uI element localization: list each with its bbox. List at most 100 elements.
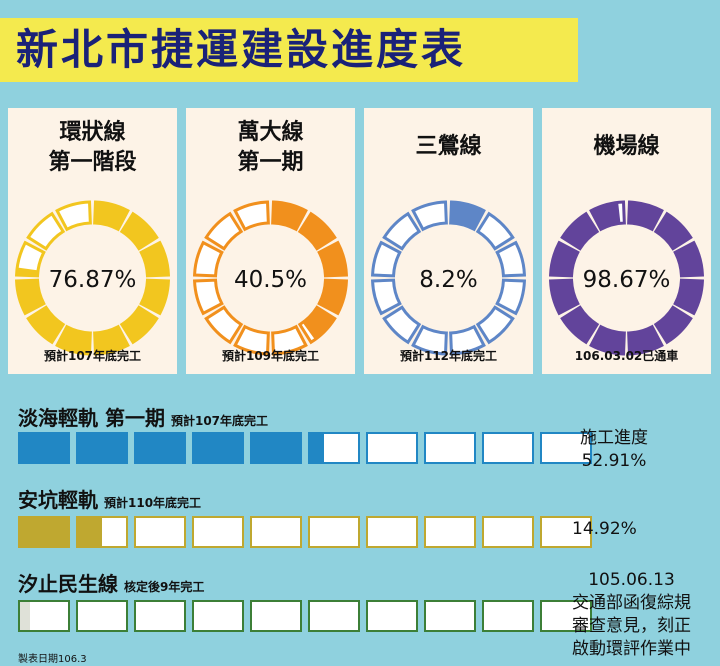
- donut-segment: [450, 202, 484, 230]
- donut-segment: [550, 280, 578, 314]
- card-name: 三鶯線: [415, 134, 482, 159]
- donut-segment: [57, 326, 91, 354]
- card-name: 環狀線 第一階段: [48, 120, 137, 175]
- progress-cell: [134, 516, 186, 548]
- donut-segment: [319, 242, 347, 276]
- donut-segment: [204, 211, 244, 251]
- progress-cell-fill: [78, 434, 126, 462]
- donut-segment: [233, 200, 270, 232]
- card-note: 預計112年底完工: [399, 349, 498, 363]
- donut-segment: [475, 211, 515, 251]
- title-banner: [0, 18, 578, 82]
- progress-cell: [134, 432, 186, 464]
- donut-percent-label: 8.2%: [419, 267, 477, 293]
- donut-segment: [382, 305, 422, 345]
- donut-segment: [272, 202, 306, 230]
- donut-segment: [411, 324, 448, 356]
- donut-percent-label: 40.5%: [234, 267, 307, 293]
- progress-cell: [482, 600, 534, 632]
- donut-segment: [382, 211, 422, 251]
- donut-percent-label: 98.67%: [583, 267, 671, 293]
- donut-segment: [675, 280, 703, 314]
- donut-segment: [655, 307, 691, 343]
- progress-cell-fill: [20, 518, 68, 546]
- progress-cell: [192, 600, 244, 632]
- donut-segment: [302, 307, 335, 340]
- progress-cell: [192, 432, 244, 464]
- donut-segment: [26, 211, 66, 251]
- donut-segment: [15, 240, 46, 278]
- donut-segment: [449, 324, 486, 356]
- progress-cell: [18, 432, 70, 464]
- progress-cell: [76, 600, 128, 632]
- progress-cell: [192, 516, 244, 548]
- donut-segment: [141, 280, 169, 314]
- xizhi-line-title: 汐止民生線 核定後9年完工: [18, 572, 205, 596]
- donut-segment: [591, 326, 625, 354]
- progress-cell: [250, 516, 302, 548]
- donut-segment: [562, 307, 598, 343]
- progress-cell: [424, 432, 476, 464]
- card-circular-line: 環狀線 第一階段 76.87% 預計107年底完工: [8, 108, 177, 374]
- card-name: 機場線: [593, 134, 660, 159]
- progress-cell: [76, 432, 128, 464]
- progress-cell: [308, 516, 360, 548]
- progress-cell-fill: [194, 434, 242, 462]
- donut-segment: [628, 326, 662, 354]
- progress-cell: [540, 432, 592, 464]
- donut-segment: [94, 326, 128, 354]
- progress-cell: [308, 600, 360, 632]
- progress-donut: 40.5%: [193, 200, 348, 356]
- footer-date: 製表日期106.3: [18, 654, 87, 665]
- donut-segment: [319, 280, 347, 314]
- donut-segment: [495, 278, 526, 316]
- progress-bar-ankeng: [18, 516, 592, 548]
- donut-segment: [94, 202, 128, 230]
- progress-cell: [424, 600, 476, 632]
- donut-segment: [475, 305, 515, 345]
- card-sanying-line: 三鶯線 8.2% 預計112年底完工: [364, 108, 533, 374]
- donut-segment: [628, 202, 662, 230]
- donut-segment: [495, 240, 526, 278]
- donut-segment: [193, 278, 224, 316]
- donut-segment: [28, 307, 64, 343]
- progress-cell: [482, 516, 534, 548]
- progress-cell: [18, 600, 70, 632]
- progress-cell-fill: [78, 518, 102, 546]
- progress-donut: 76.87%: [15, 200, 170, 356]
- progress-cell: [18, 516, 70, 548]
- card-name: 萬大線 第一期: [237, 120, 304, 175]
- donut-segment: [550, 242, 578, 276]
- donut-segment: [371, 278, 402, 316]
- donut-segment: [371, 240, 402, 278]
- progress-donut: 8.2%: [371, 200, 526, 356]
- progress-cell-fill: [136, 434, 184, 462]
- progress-cell: [366, 600, 418, 632]
- xizhi-status-text: 105.06.13 交通部函復綜規 審查意見，刻正 啟動環評作業中: [572, 570, 691, 659]
- donut-segment: [121, 307, 157, 343]
- progress-cell: [76, 516, 128, 548]
- progress-cell: [366, 516, 418, 548]
- progress-cell-fill: [20, 434, 68, 462]
- progress-bar-xizhi: [18, 600, 592, 632]
- progress-cell: [540, 516, 592, 548]
- ankeng-lrt-title: 安坑輕軌 預計110年底完工: [18, 488, 202, 512]
- donut-percent-label: 76.87%: [49, 267, 137, 293]
- progress-cell: [250, 600, 302, 632]
- card-note: 預計107年底完工: [43, 349, 142, 363]
- donut-segment: [193, 240, 224, 278]
- danhai-lrt-title: 淡海輕軌 第一期 預計107年底完工: [18, 406, 269, 430]
- progress-cell: [540, 600, 592, 632]
- card-airport-line: 機場線 98.67% 106.03.02已通車: [542, 108, 711, 374]
- donut-segment: [271, 324, 308, 356]
- ankeng-progress-text: 14.92%: [572, 519, 637, 539]
- donut-segment: [141, 242, 169, 276]
- donut-segment: [204, 305, 244, 345]
- progress-cell: [308, 432, 360, 464]
- card-wanda-line: 萬大線 第一期 40.5% 預計109年底完工: [186, 108, 355, 374]
- page-title: 新北市捷運建設進度表: [16, 25, 467, 74]
- donut-segment: [16, 267, 39, 276]
- donut-segment: [562, 213, 598, 249]
- progress-cell: [250, 432, 302, 464]
- progress-cell: [134, 600, 186, 632]
